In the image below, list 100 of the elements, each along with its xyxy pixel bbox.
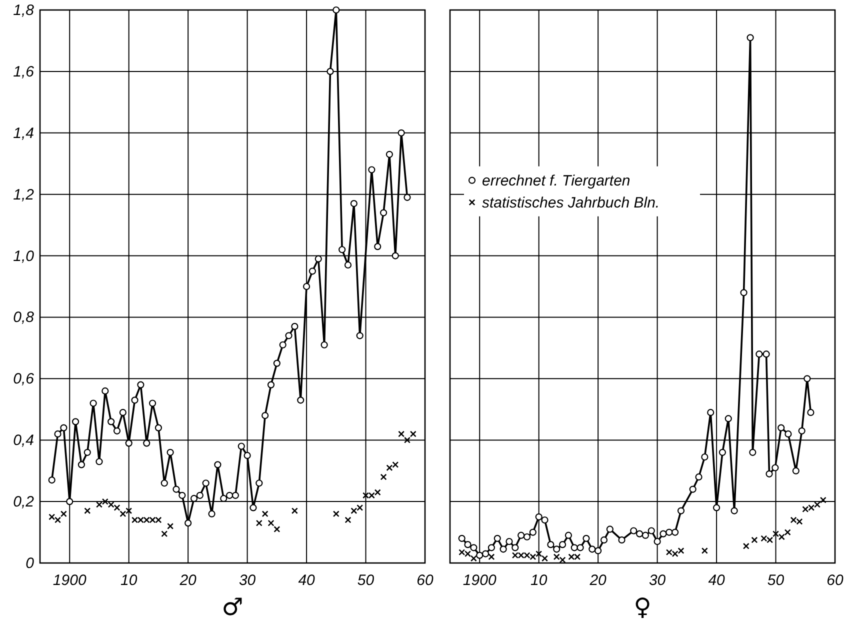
point: [500, 546, 507, 553]
y-tick-label: 0,4: [13, 432, 34, 450]
point: [268, 520, 274, 526]
point: [404, 194, 411, 201]
point: [167, 522, 174, 530]
point: [529, 528, 536, 536]
point: [494, 534, 501, 542]
y-tick-label: 1,4: [13, 124, 34, 142]
x-tick-label: 20: [588, 572, 608, 589]
point: [214, 461, 222, 468]
point: [48, 476, 56, 484]
point: [470, 555, 477, 562]
x-tick-label: 30: [648, 572, 666, 589]
y-tick-label: 1,0: [13, 248, 35, 265]
point: [553, 546, 560, 553]
point: [476, 552, 484, 559]
point: [178, 492, 186, 499]
legend-label: statistisches Jahrbuch Bln.: [482, 194, 660, 212]
point: [262, 412, 269, 420]
point: [594, 547, 602, 554]
point: [344, 516, 352, 524]
x-tick-label: 20: [178, 572, 198, 589]
y-tick-label: 1,2: [13, 186, 35, 204]
point: [332, 6, 340, 14]
point: [113, 427, 121, 434]
point: [756, 350, 763, 358]
point: [297, 396, 304, 404]
point: [244, 452, 251, 460]
point: [807, 408, 814, 416]
point: [784, 430, 792, 438]
y-tick-label: 1,8: [13, 2, 35, 19]
x-tick-label: 10: [120, 572, 138, 589]
point: [131, 396, 138, 404]
y-tick-label: 0,8: [13, 309, 35, 326]
y-tick-label: 1,6: [13, 63, 35, 80]
point: [792, 467, 800, 474]
point: [320, 341, 328, 348]
point: [541, 516, 548, 524]
point: [386, 150, 394, 158]
point: [326, 68, 334, 75]
point: [749, 448, 756, 456]
point: [746, 34, 754, 42]
point: [636, 530, 644, 538]
point: [232, 492, 240, 499]
point: [202, 480, 210, 487]
point: [66, 498, 74, 506]
y-tick-label: 0,6: [13, 370, 35, 388]
point: [558, 541, 566, 548]
point: [630, 527, 638, 534]
point: [60, 510, 67, 518]
point: [648, 527, 655, 534]
point: [695, 473, 702, 481]
point: [564, 532, 572, 539]
point: [707, 408, 714, 416]
point: [784, 529, 791, 536]
point: [256, 480, 263, 487]
point: [273, 360, 280, 367]
point: [302, 282, 310, 290]
point: [119, 408, 126, 416]
x-axis-title: ♂: [222, 593, 244, 621]
point: [654, 538, 661, 546]
x-tick-label: 30: [238, 572, 256, 589]
point: [404, 436, 410, 444]
point: [102, 387, 109, 395]
point: [108, 418, 115, 426]
point: [742, 542, 750, 550]
point: [350, 200, 358, 208]
point: [740, 289, 748, 296]
point: [518, 532, 525, 539]
point: [267, 381, 275, 388]
point: [72, 418, 80, 426]
point: [338, 246, 346, 254]
point: [762, 350, 770, 358]
point: [238, 442, 245, 450]
point: [410, 430, 416, 438]
point: [482, 550, 490, 558]
point: [470, 544, 478, 552]
x-tick-label: 40: [708, 572, 726, 589]
point: [570, 544, 578, 552]
x-tick-label: 60: [826, 572, 844, 589]
point: [148, 400, 156, 407]
point: [380, 209, 388, 216]
point: [166, 448, 174, 456]
x-tick-label: 1900: [462, 572, 497, 589]
y-tick-label: 0,2: [13, 494, 35, 511]
point: [820, 496, 826, 504]
point: [344, 261, 352, 269]
point: [54, 430, 62, 438]
point: [542, 555, 548, 562]
point: [600, 536, 608, 544]
point: [332, 510, 340, 518]
point: [96, 458, 103, 466]
point: [256, 520, 262, 526]
point: [798, 427, 806, 434]
point: [458, 534, 466, 542]
point: [154, 424, 162, 432]
point: [772, 464, 779, 472]
y-tick-label: 0: [26, 555, 35, 572]
point: [712, 504, 720, 512]
point: [172, 486, 180, 493]
